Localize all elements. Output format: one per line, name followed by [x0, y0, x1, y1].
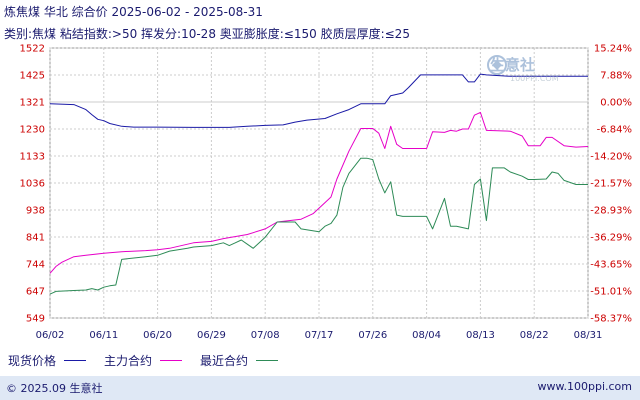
x-tick-label: 06/02 [36, 330, 65, 341]
y-right-tick-label: -14.20% [590, 152, 632, 163]
x-tick-label: 07/26 [358, 330, 387, 341]
y-right-tick-label: -36.29% [590, 233, 632, 244]
legend-item-spot: 现货价格 [8, 352, 87, 369]
x-tick-label: 08/13 [466, 330, 495, 341]
watermark-text: 生意社 [490, 56, 536, 74]
y-left-tick-label: 1036 [20, 179, 45, 190]
y-left-tick-label: 1230 [20, 125, 45, 136]
legend-swatch-spot [64, 360, 87, 361]
legend-item-recent-contract: 最近合约 [200, 352, 279, 369]
series-line-main-contract [49, 111, 589, 274]
logo-icon [487, 55, 507, 75]
y-left-tick-label: 1321 [20, 98, 45, 109]
x-tick-label: 07/17 [305, 330, 334, 341]
x-tick-label: 08/22 [520, 330, 549, 341]
x-tick-label: 06/11 [89, 330, 118, 341]
x-tick-label: 07/08 [251, 330, 280, 341]
grid-lines [49, 47, 589, 319]
y-left-tick-label: 1522 [20, 44, 45, 55]
y-right-tick-label: 0.00% [600, 98, 632, 109]
x-tick-label: 06/20 [143, 330, 172, 341]
legend-item-main-contract: 主力合约 [104, 352, 183, 369]
y-axis-left: 1522 1425 1321 1230 1133 1036 938 841 744 647 549 [20, 44, 45, 325]
y-right-tick-label: -43.65% [590, 260, 632, 271]
legend: 现货价格 主力合约 最近合约 [8, 352, 296, 369]
watermark: 生意社 100PPI.COM [486, 54, 559, 83]
y-right-tick-label: -21.57% [590, 179, 632, 190]
x-tick-label: 06/29 [197, 330, 226, 341]
legend-label-main-contract: 主力合约 [104, 354, 153, 368]
line-chart: 152214251321123011331036938841744647549 … [20, 44, 632, 342]
y-left-tick-label: 744 [26, 260, 45, 271]
series-line-spot [49, 73, 588, 128]
series-lines [49, 73, 589, 295]
y-right-tick-label: 15.24% [594, 44, 632, 55]
legend-label-recent-contract: 最近合约 [200, 354, 249, 368]
watermark-url: 100PPI.COM [510, 74, 559, 83]
x-tick-label: 08/31 [574, 330, 603, 341]
footer-website-link[interactable]: www.100ppi.com [537, 380, 632, 393]
y-left-tick-label: 647 [26, 287, 45, 298]
legend-swatch-main-contract [160, 360, 183, 361]
y-left-tick-label: 841 [26, 233, 45, 244]
footer-bar: © 2025.09 生意社 www.100ppi.com [0, 376, 640, 400]
series-line-recent-contract [49, 157, 588, 295]
y-right-tick-label: 7.88% [600, 71, 632, 82]
y-right-tick-label: -58.37% [590, 314, 632, 325]
x-axis: 06/02 06/11 06/20 06/29 07/08 07/17 07/26 08/04… [36, 330, 603, 341]
chart-title: 炼焦煤 华北 综合价 2025-06-02 - 2025-08-31 [4, 5, 263, 19]
y-right-tick-label: -28.93% [590, 206, 632, 217]
y-left-tick-label: 549 [26, 314, 45, 325]
y-axis-right: 15.24% 7.88% 0.00% -6.84% -14.20% -21.57% -28.… [590, 44, 632, 325]
legend-label-spot: 现货价格 [8, 354, 57, 368]
legend-swatch-recent-contract [256, 360, 279, 361]
y-right-tick-label: -6.84% [597, 125, 632, 136]
y-left-tick-label: 1425 [20, 71, 45, 82]
y-left-tick-label: 938 [26, 206, 45, 217]
footer-copyright: © 2025.09 生意社 [6, 382, 103, 395]
y-left-tick-label: 1133 [20, 152, 45, 163]
y-right-tick-label: -51.01% [590, 287, 632, 298]
x-tick-label: 08/04 [412, 330, 441, 341]
chart-subtitle: 类别:焦煤 粘结指数:>50 挥发分:10-28 奥亚膨胀度:≤150 胶质层厚… [4, 27, 410, 41]
